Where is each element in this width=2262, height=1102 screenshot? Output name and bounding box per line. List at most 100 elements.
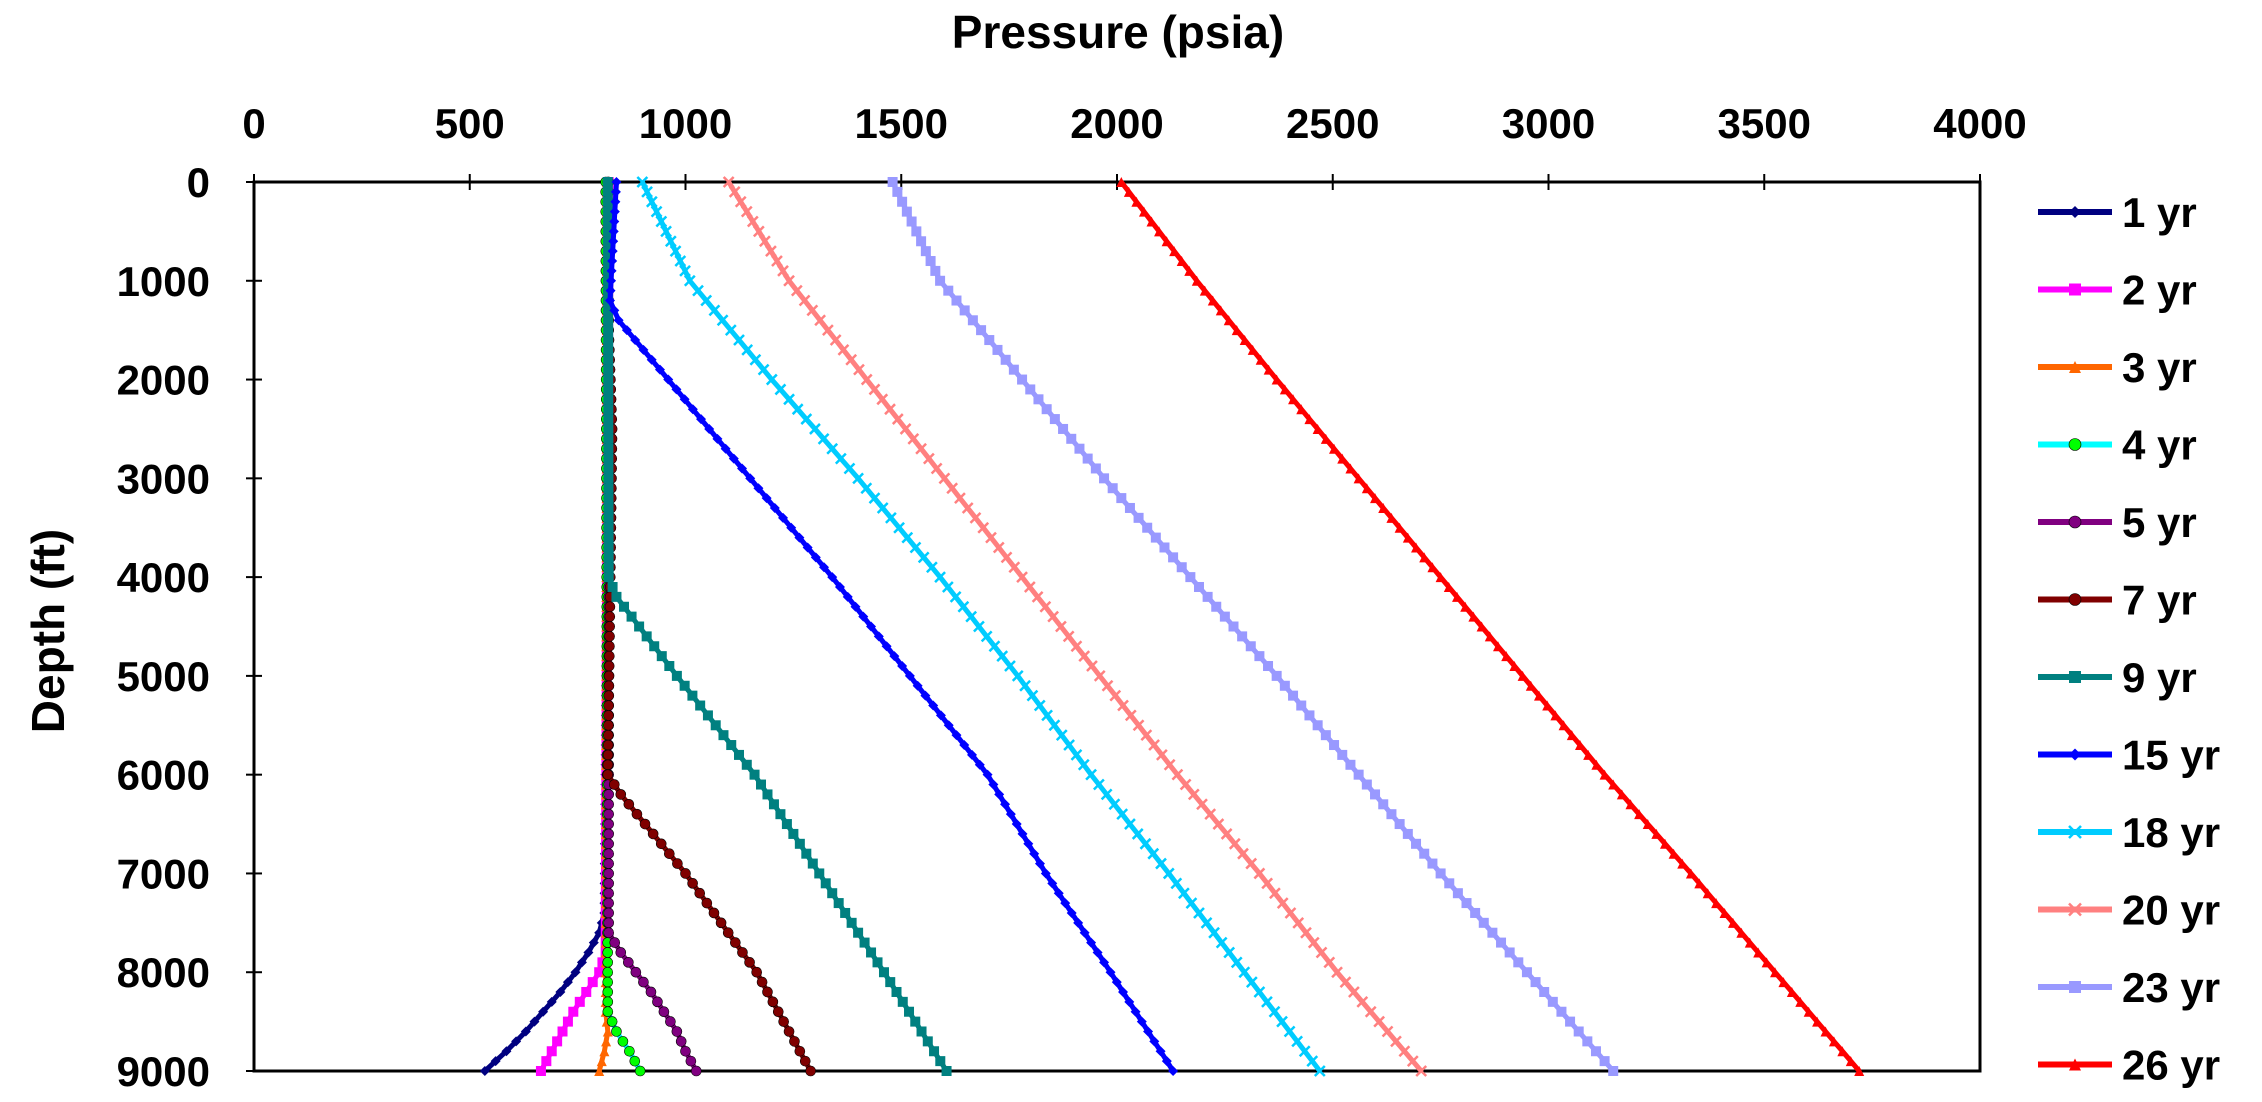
data-point-marker: [744, 957, 755, 968]
data-point-marker: [1255, 354, 1266, 365]
data-point-marker: [634, 1065, 646, 1077]
data-point-marker: [798, 294, 811, 307]
data-point-marker: [1047, 878, 1058, 889]
data-point-marker: [1066, 907, 1077, 918]
data-point-marker: [1187, 788, 1200, 801]
data-point-marker: [935, 710, 946, 721]
data-point-marker: [1583, 749, 1594, 760]
data-point-marker: [794, 838, 805, 849]
data-point-marker: [897, 661, 908, 672]
data-point-marker: [1288, 690, 1299, 701]
data-point-marker: [1795, 996, 1806, 1007]
data-point-marker: [1269, 887, 1281, 900]
data-point-marker: [1386, 809, 1397, 820]
data-point-marker: [1117, 699, 1129, 712]
data-point-marker: [716, 314, 729, 327]
data-point-marker: [1008, 364, 1019, 375]
data-point-marker: [837, 344, 850, 356]
data-point-marker: [728, 453, 739, 464]
data-point-marker: [1778, 977, 1789, 988]
data-point-marker: [603, 423, 614, 434]
data-point-marker: [603, 868, 614, 879]
data-point-marker: [1284, 907, 1297, 919]
legend-item: 18 yr: [2038, 809, 2220, 856]
data-point-marker: [1000, 354, 1011, 365]
data-point-marker: [608, 236, 619, 247]
data-point-marker: [992, 541, 1005, 554]
data-point-marker: [602, 186, 613, 197]
legend-label: 4 yr: [2122, 422, 2197, 469]
data-point-marker: [1711, 898, 1722, 909]
data-point-marker: [679, 394, 690, 405]
data-point-marker: [1130, 1006, 1141, 1017]
data-point-marker: [1296, 700, 1307, 711]
data-point-marker: [957, 600, 970, 613]
data-point-marker: [1599, 769, 1610, 780]
legend-label: 20 yr: [2122, 887, 2220, 934]
data-point-marker: [961, 502, 974, 514]
data-point-marker: [603, 552, 614, 563]
data-point-marker: [623, 798, 635, 810]
data-point-marker: [1312, 423, 1323, 434]
data-point-marker: [1228, 621, 1239, 632]
data-point-marker: [959, 305, 970, 316]
data-point-marker: [1296, 404, 1307, 415]
data-point-marker: [1000, 551, 1013, 564]
data-point-marker: [938, 472, 951, 485]
data-point-marker: [603, 483, 614, 494]
data-point-marker: [624, 1045, 635, 1057]
data-point-marker: [1719, 907, 1730, 918]
data-point-marker: [728, 185, 741, 198]
data-point-marker: [588, 937, 599, 948]
data-point-marker: [866, 621, 877, 632]
data-point-marker: [606, 275, 617, 286]
data-point-marker: [734, 749, 745, 760]
data-point-marker: [1131, 196, 1142, 207]
data-point-marker: [1501, 651, 1512, 662]
data-point-marker: [683, 274, 696, 287]
data-point-marker: [868, 383, 881, 396]
data-point-marker: [1148, 739, 1160, 751]
data-point-marker: [965, 610, 978, 623]
data-point-marker: [603, 848, 614, 859]
legend-item: 20 yr: [2038, 887, 2220, 934]
data-point-marker: [1092, 947, 1103, 958]
data-point-marker: [602, 1006, 614, 1018]
data-point-marker: [603, 335, 614, 346]
data-point-marker: [1105, 967, 1116, 978]
data-point-marker: [843, 462, 856, 475]
data-point-marker: [1085, 768, 1097, 781]
data-point-marker: [1394, 819, 1405, 830]
data-point-marker: [988, 640, 1001, 653]
data-point-marker: [687, 878, 698, 889]
data-point-marker: [562, 977, 573, 988]
data-point-marker: [1513, 957, 1524, 968]
data-point-marker: [1025, 384, 1036, 395]
data-point-marker: [1196, 798, 1208, 811]
data-point-marker: [603, 453, 614, 464]
series-9-yr: [602, 177, 952, 1076]
data-point-marker: [1313, 1065, 1326, 1077]
data-point-marker: [1199, 285, 1210, 296]
data-point-marker: [943, 720, 954, 731]
data-point-marker: [604, 640, 615, 652]
data-point-marker: [671, 384, 682, 395]
data-point-marker: [1493, 641, 1504, 652]
data-point-marker: [967, 749, 978, 760]
data-point-marker: [636, 176, 649, 188]
data-point-marker: [1191, 275, 1202, 286]
data-point-marker: [1845, 1056, 1856, 1067]
data-point-marker: [1228, 837, 1241, 850]
data-point-marker: [1837, 1046, 1848, 1057]
data-point-marker: [1304, 710, 1315, 721]
data-point-marker: [1323, 956, 1336, 969]
data-point-marker: [1770, 967, 1781, 978]
data-point-marker: [603, 344, 614, 355]
data-point-marker: [1329, 740, 1340, 751]
data-point-marker: [1245, 976, 1258, 988]
data-point-marker: [733, 334, 745, 346]
data-point-marker: [901, 531, 914, 544]
data-point-marker: [1452, 591, 1463, 602]
data-point-marker: [1547, 996, 1558, 1007]
data-point-marker: [801, 848, 812, 859]
